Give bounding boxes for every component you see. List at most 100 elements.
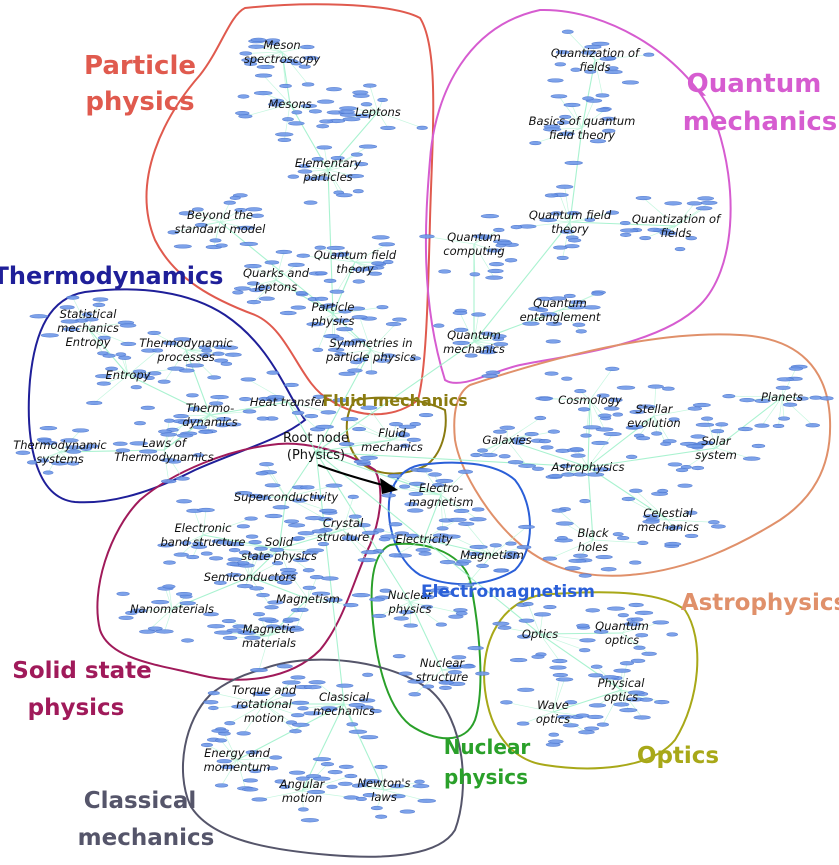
leaf-link: [567, 31, 596, 61]
leaf-node: [187, 406, 201, 412]
leaf-link: [224, 733, 238, 761]
leaf-node: [336, 327, 354, 332]
leaf-node: [176, 433, 194, 438]
leaf-node: [381, 493, 396, 498]
leaf-node: [504, 258, 518, 263]
leaf-link: [552, 711, 587, 733]
leaf-node: [628, 602, 644, 608]
leaf-node: [180, 540, 192, 546]
leaf-link: [564, 186, 571, 223]
leaf-node: [532, 466, 544, 471]
leaf-link: [32, 451, 61, 463]
leaf-node: [220, 764, 236, 770]
topic-torque: Torque and rotational motion: [232, 683, 297, 725]
leaf-node: [160, 458, 177, 463]
leaf-link: [263, 703, 292, 723]
leaf-node: [471, 507, 485, 512]
leaf-node: [305, 516, 323, 521]
leaf-node: [338, 109, 355, 114]
leaf-link: [653, 415, 670, 442]
leaf-link: [354, 243, 387, 263]
leaf-node: [502, 554, 521, 559]
leaf-node: [448, 517, 467, 522]
leaf-node: [118, 615, 134, 620]
leaf-node: [641, 651, 657, 656]
leaf-node: [596, 393, 610, 398]
leaf-node: [319, 508, 337, 513]
leaf-node: [585, 608, 600, 613]
leaf-node: [302, 568, 315, 573]
edge-root-fluid: [315, 439, 393, 453]
leaf-node: [584, 44, 602, 50]
leaf-node: [389, 422, 403, 427]
leaf-node: [290, 61, 303, 66]
leaf-link: [197, 209, 221, 223]
leaf-node: [320, 762, 335, 767]
leaf-node: [289, 729, 302, 734]
region-astro: [453, 333, 832, 577]
leaf-node: [711, 524, 726, 529]
leaf-node: [487, 268, 504, 274]
leaf-link: [559, 194, 571, 223]
leaf-node: [157, 379, 171, 384]
leaf-node: [209, 401, 224, 406]
leaf-node: [295, 776, 310, 781]
leaf-node: [551, 658, 568, 664]
leaf-node: [29, 314, 48, 319]
leaf-node: [570, 67, 582, 72]
leaf-node: [256, 416, 269, 421]
leaf-node: [584, 726, 600, 731]
leaf-link: [383, 789, 427, 802]
leaf-node: [620, 232, 632, 237]
leaf-node: [576, 623, 590, 628]
leaf-node: [517, 634, 531, 639]
leaf-node-layer: [15, 29, 834, 823]
leaf-node: [481, 331, 494, 336]
leaf-node: [352, 426, 367, 432]
leaf-node: [437, 591, 455, 596]
topic-solar: Solar system: [695, 434, 737, 462]
leaf-node: [237, 94, 250, 99]
leaf-node: [317, 541, 330, 547]
leaf-node: [560, 229, 575, 234]
leaf-node: [316, 99, 335, 104]
leaf-node: [299, 44, 315, 50]
leaf-node: [242, 409, 257, 414]
region-label-classical: Classical: [84, 788, 197, 814]
leaf-node: [37, 458, 50, 463]
leaf-link: [440, 480, 445, 496]
region-label-layer: ParticlephysicsQuantummechanicsThermodyn…: [0, 51, 839, 851]
leaf-node: [348, 514, 362, 519]
edge-classical-mech-newton: [343, 703, 385, 791]
leaf-link: [263, 703, 298, 716]
leaf-node: [708, 520, 720, 525]
leaf-node: [582, 96, 594, 101]
leaf-node: [458, 521, 475, 526]
leaf-node: [147, 626, 163, 631]
leaf-node: [438, 269, 451, 274]
leaf-node: [252, 691, 270, 696]
leaf-node: [630, 658, 646, 663]
leaf-node: [388, 522, 403, 527]
leaf-node: [287, 174, 300, 179]
topic-qft-pp: Quantum field theory: [314, 248, 397, 276]
leaf-link: [620, 670, 623, 691]
leaf-node: [664, 201, 682, 206]
root-node-group: Root node (Physics): [283, 431, 398, 494]
leaf-node: [540, 445, 554, 450]
region-label-solid: Solid state: [12, 658, 151, 684]
leaf-node: [292, 557, 309, 563]
leaf-node: [665, 525, 682, 530]
leaf-node: [281, 571, 298, 576]
leaf-link: [602, 689, 622, 725]
leaf-link: [558, 510, 594, 541]
leaf-node: [715, 422, 729, 427]
leaf-node: [457, 469, 474, 474]
leaf-link: [491, 526, 527, 556]
leaf-link: [342, 516, 356, 531]
leaf-node: [60, 438, 79, 443]
leaf-node: [120, 341, 137, 347]
leaf-node: [62, 327, 80, 332]
leaf-link: [388, 486, 442, 496]
leaf-node: [457, 582, 475, 588]
